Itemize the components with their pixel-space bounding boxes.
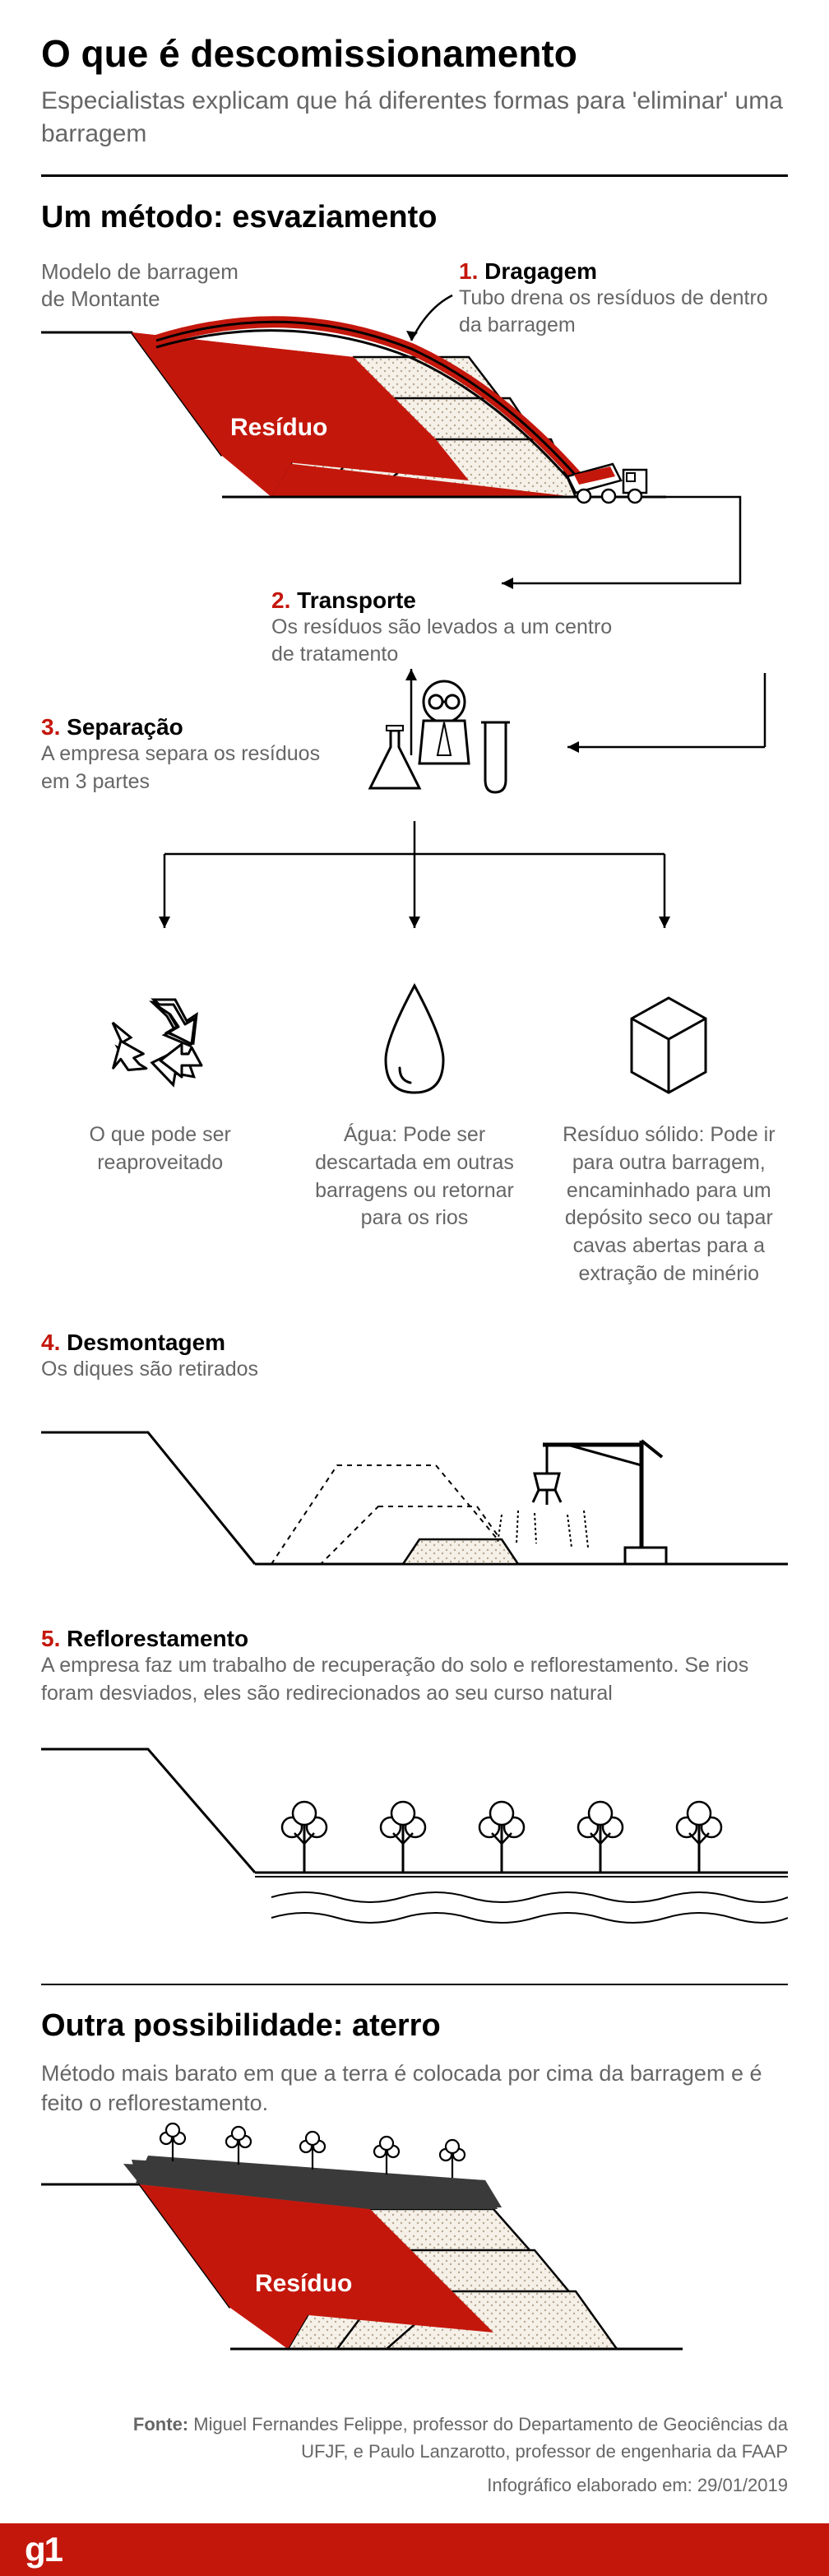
aterro-diagram: Resíduo xyxy=(41,2119,788,2365)
trees-icon xyxy=(282,1802,721,1873)
step5-title: 5. Reflorestamento xyxy=(41,1626,788,1652)
lab-icon xyxy=(362,673,526,821)
g1-logo: g1 xyxy=(25,2530,62,2569)
water-desc: Água: Pode ser descartada em outras barr… xyxy=(303,1121,525,1232)
step4-title: 4. Desmontagem xyxy=(41,1330,788,1356)
svg-text:Resíduo: Resíduo xyxy=(255,2270,352,2297)
method2-title: Outra possibilidade: aterro xyxy=(41,2008,788,2044)
dam-diagram: Resíduo xyxy=(41,250,788,596)
step3-desc: A empresa separa os resíduos em 3 partes xyxy=(41,740,337,796)
divider xyxy=(41,174,788,177)
logo-bar: g1 xyxy=(0,2523,829,2576)
step3-title: 3. Separação xyxy=(41,714,337,740)
recycle-desc: O que pode ser reaproveitado xyxy=(49,1121,271,1177)
dismantle-diagram xyxy=(41,1383,788,1597)
divider-2 xyxy=(41,1984,788,1985)
main-subtitle: Especialistas explicam que há diferentes… xyxy=(41,85,788,151)
crane-icon xyxy=(498,1441,666,1564)
method2-desc: Método mais barato em que a terra é colo… xyxy=(41,2058,788,2119)
truck-icon xyxy=(567,464,646,503)
footer: Fonte: Miguel Fernandes Felippe, profess… xyxy=(0,2394,829,2523)
main-title: O que é descomissionamento xyxy=(41,33,788,75)
split-arrows xyxy=(41,821,788,953)
step5-desc: A empresa faz um trabalho de recuperação… xyxy=(41,1652,788,1708)
residue-label: Resíduo xyxy=(230,414,327,441)
solid-desc: Resíduo sólido: Pode ir para outra barra… xyxy=(558,1121,780,1288)
recycle-icon xyxy=(103,982,218,1097)
water-drop-icon xyxy=(365,977,464,1101)
method1-title: Um método: esvaziamento xyxy=(41,200,788,235)
step4-desc: Os diques são retirados xyxy=(41,1356,788,1384)
arrow-to-step3 xyxy=(551,673,781,821)
cube-icon xyxy=(607,977,730,1101)
reforest-diagram xyxy=(41,1708,788,1938)
step2-desc: Os resíduos são levados a um centro de t… xyxy=(271,614,617,670)
